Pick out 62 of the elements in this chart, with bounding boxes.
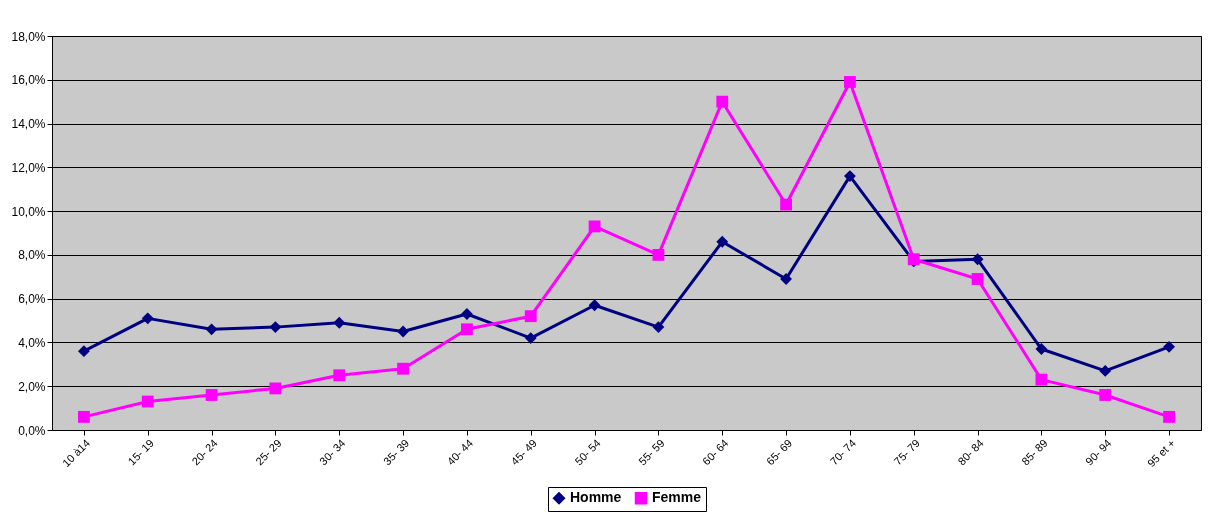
point <box>333 369 346 382</box>
point <box>269 382 282 395</box>
point <box>588 299 601 312</box>
x-tick-label: 50- 54 <box>572 436 603 468</box>
y-tick-label: 18,0% <box>11 29 46 44</box>
point <box>716 235 729 248</box>
point <box>780 273 792 285</box>
x-tick-label: 95 et + <box>1144 436 1178 470</box>
point <box>461 323 473 336</box>
y-tick-label: 12,0% <box>11 160 46 175</box>
x-tick-label: 70- 74 <box>827 436 859 468</box>
y-tick-label: 14,0% <box>11 117 46 132</box>
point <box>333 316 346 329</box>
point <box>652 248 665 261</box>
point <box>141 395 154 408</box>
y-tick-label: 16,0% <box>11 73 46 88</box>
x-tick-label: 35- 39 <box>380 436 412 468</box>
point <box>205 389 218 401</box>
x-tick-label: 30- 34 <box>316 436 348 468</box>
x-tick-label: 90- 94 <box>1082 436 1114 468</box>
y-tick-label: 8,0% <box>18 248 46 263</box>
y-tick-label: 0,0% <box>18 423 46 438</box>
point <box>716 95 729 108</box>
point <box>1099 364 1112 377</box>
point <box>652 321 665 334</box>
point <box>397 325 409 338</box>
point <box>1099 389 1112 401</box>
point <box>1163 410 1175 423</box>
point <box>780 198 792 211</box>
point <box>205 323 218 336</box>
point <box>1163 340 1175 353</box>
x-tick-label: 45- 49 <box>508 436 540 468</box>
point <box>78 345 90 358</box>
point <box>524 310 537 323</box>
x-tick-label: 40- 44 <box>444 436 476 468</box>
legend-label: Homme <box>570 489 622 506</box>
legend-label: Femme <box>652 489 702 506</box>
x-tick-label: 80- 84 <box>955 436 986 468</box>
x-tick-label: 85- 89 <box>1019 436 1050 468</box>
y-tick-label: 10,0% <box>11 204 46 219</box>
x-tick-label: 20- 24 <box>189 436 220 468</box>
point <box>269 321 282 334</box>
x-tick-label: 75- 79 <box>891 436 923 468</box>
x-tick-label: 65- 69 <box>763 436 795 468</box>
y-tick-label: 2,0% <box>18 379 46 394</box>
point <box>844 76 856 88</box>
x-tick-label: 55- 59 <box>636 436 667 468</box>
y-tick-label: 4,0% <box>18 335 46 350</box>
point <box>1035 373 1048 386</box>
point <box>844 170 856 182</box>
x-tick-label: 60- 64 <box>699 436 731 468</box>
y-tick-label: 6,0% <box>18 292 46 307</box>
x-tick-label: 25- 29 <box>253 436 284 468</box>
point <box>524 332 537 344</box>
point <box>141 312 154 325</box>
point <box>78 410 90 423</box>
x-tick-label: 15- 19 <box>125 436 157 468</box>
point <box>1035 343 1048 355</box>
point <box>461 308 473 320</box>
point <box>971 273 984 285</box>
x-tick-label: 10 à14 <box>59 436 93 470</box>
point <box>397 362 409 375</box>
